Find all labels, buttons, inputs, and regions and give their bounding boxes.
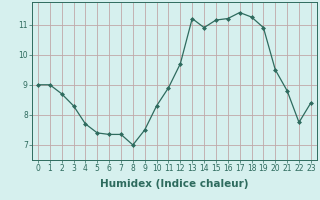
X-axis label: Humidex (Indice chaleur): Humidex (Indice chaleur)	[100, 179, 249, 189]
